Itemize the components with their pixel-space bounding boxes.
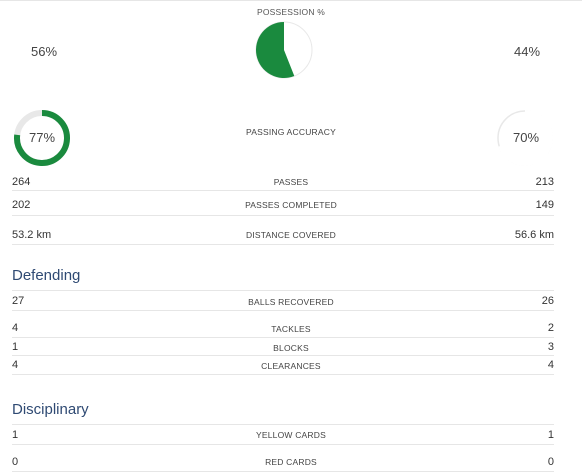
tackles-label: TACKLES <box>271 324 311 334</box>
row-divider <box>12 355 554 356</box>
tackles-away: 2 <box>547 322 554 334</box>
passing-accuracy-label: PASSING ACCURACY <box>246 127 336 137</box>
passes-home: 264 <box>12 176 31 188</box>
clearances-label: CLEARANCES <box>261 361 321 371</box>
top-divider <box>0 0 582 1</box>
distance-covered-home: 53.2 km <box>12 229 52 241</box>
passing-accuracy-home-pct: 77% <box>29 130 56 145</box>
row-divider <box>12 244 554 245</box>
passes-away: 213 <box>535 176 554 188</box>
passing-accuracy-away-pct: 70% <box>513 130 540 145</box>
possession-title: POSSESSION % <box>256 7 326 17</box>
disciplinary-heading: Disciplinary <box>12 401 89 418</box>
clearances-away: 4 <box>547 359 554 371</box>
distance-covered-away: 56.6 km <box>514 229 554 241</box>
away-passing-accuracy-ring <box>497 110 553 166</box>
balls-recovered-away: 26 <box>541 295 554 307</box>
possession-pie-chart <box>255 21 313 79</box>
defending-heading: Defending <box>12 267 81 284</box>
passes-completed-label: PASSES COMPLETED <box>245 200 337 210</box>
possession-away-pct: 44% <box>514 44 541 59</box>
possession-home-slice <box>256 22 295 78</box>
red-cards-label: RED CARDS <box>265 457 317 467</box>
tackles-home: 4 <box>12 322 19 334</box>
passes-completed-away: 149 <box>535 199 554 211</box>
yellow-cards-away: 1 <box>547 429 554 441</box>
row-divider <box>12 190 554 191</box>
distance-covered-label: DISTANCE COVERED <box>246 230 336 240</box>
row-divider <box>12 310 554 311</box>
balls-recovered-home: 27 <box>12 295 25 307</box>
blocks-label: BLOCKS <box>273 343 309 353</box>
balls-recovered-label: BALLS RECOVERED <box>248 297 334 307</box>
possession-home-pct: 56% <box>31 44 58 59</box>
passes-label: PASSES <box>273 177 309 187</box>
row-divider <box>12 471 554 472</box>
row-divider <box>12 424 554 425</box>
row-divider <box>12 444 554 445</box>
away-ring-fill <box>498 110 553 166</box>
row-divider <box>12 337 554 338</box>
home-ring-fill <box>14 110 70 166</box>
yellow-cards-label: YELLOW CARDS <box>256 430 326 440</box>
blocks-home: 1 <box>12 341 19 353</box>
row-divider <box>12 374 554 375</box>
home-passing-accuracy-ring <box>14 110 70 166</box>
red-cards-away: 0 <box>547 456 554 468</box>
red-cards-home: 0 <box>12 456 19 468</box>
blocks-away: 3 <box>547 341 554 353</box>
passes-completed-home: 202 <box>12 199 31 211</box>
row-divider <box>12 215 554 216</box>
yellow-cards-home: 1 <box>12 429 19 441</box>
row-divider <box>12 290 554 291</box>
clearances-home: 4 <box>12 359 19 371</box>
